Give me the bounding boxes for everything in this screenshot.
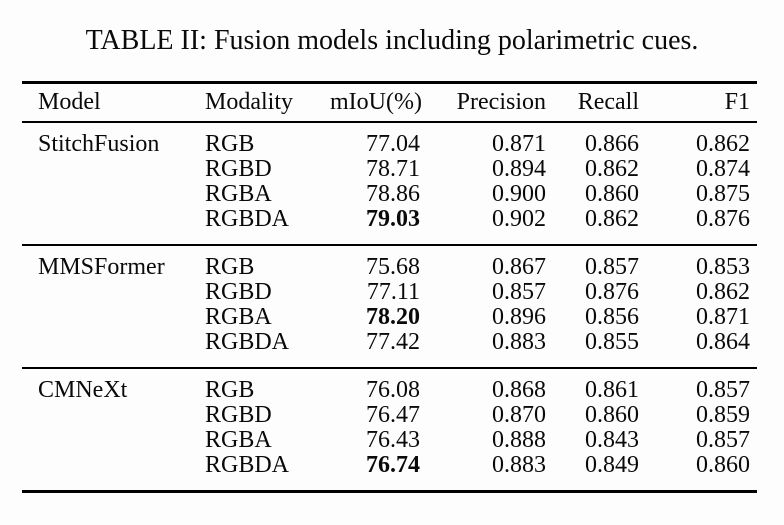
- recall-cell: 0.861: [585, 376, 639, 403]
- model-name-cell: [22, 428, 205, 453]
- miou-cell: 77.11: [366, 278, 420, 305]
- table-row: RGBDA 79.03 0.902 0.862 0.876: [22, 205, 757, 245]
- recall-cell: 0.843: [585, 426, 639, 453]
- col-header-model: Model: [22, 82, 205, 123]
- f1-cell: 0.862: [696, 130, 750, 157]
- f1-cell: 0.857: [696, 376, 750, 403]
- model-name-cell: [22, 330, 205, 368]
- precision-cell: 0.867: [492, 253, 546, 280]
- recall-cell: 0.849: [585, 451, 639, 478]
- table-row: StitchFusion RGB 77.04 0.871 0.866 0.862: [22, 122, 757, 157]
- precision-cell: 0.868: [492, 376, 546, 403]
- header-row: Model Modality mIoU(%) Precision Recall …: [22, 82, 757, 123]
- modality-cell: RGBD: [205, 155, 272, 182]
- model-name-cell: [22, 403, 205, 428]
- f1-cell: 0.875: [696, 180, 750, 207]
- model-name-cell: [22, 157, 205, 182]
- model-name-cell: [22, 305, 205, 330]
- f1-cell: 0.864: [696, 328, 750, 355]
- miou-cell: 77.42: [366, 328, 420, 355]
- precision-cell: 0.894: [492, 155, 546, 182]
- recall-cell: 0.857: [585, 253, 639, 280]
- model-name-cell: MMSFormer: [38, 253, 165, 280]
- table-row: RGBA 78.86 0.900 0.860 0.875: [22, 180, 757, 207]
- col-header-modality: Modality: [205, 82, 330, 123]
- modality-cell: RGB: [205, 253, 255, 280]
- precision-cell: 0.857: [492, 278, 546, 305]
- table-row: RGBDA 77.42 0.883 0.855 0.864: [22, 328, 757, 368]
- miou-cell: 76.43: [366, 426, 420, 453]
- recall-cell: 0.856: [585, 303, 639, 330]
- precision-cell: 0.870: [492, 401, 546, 428]
- f1-cell: 0.874: [696, 155, 750, 182]
- table-row: RGBA 76.43 0.888 0.843 0.857: [22, 426, 757, 453]
- recall-cell: 0.866: [585, 130, 639, 157]
- table-header: Model Modality mIoU(%) Precision Recall …: [22, 82, 757, 123]
- miou-value-best: 76.74: [366, 451, 420, 478]
- modality-cell: RGBA: [205, 426, 272, 453]
- col-header-recall: Recall: [549, 82, 643, 123]
- table-row: CMNeXt RGB 76.08 0.868 0.861 0.857: [22, 368, 757, 403]
- miou-cell: 76.47: [366, 401, 420, 428]
- modality-cell: RGBD: [205, 278, 272, 305]
- model-name-cell: CMNeXt: [38, 376, 128, 403]
- miou-value-best: 78.20: [366, 303, 420, 330]
- modality-cell: RGBA: [205, 180, 272, 207]
- miou-cell: 78.71: [366, 155, 420, 182]
- modality-cell: RGB: [205, 130, 255, 157]
- miou-cell: 75.68: [366, 253, 420, 280]
- f1-cell: 0.860: [696, 451, 750, 478]
- model-name-cell: [22, 453, 205, 492]
- results-table: Model Modality mIoU(%) Precision Recall …: [22, 81, 757, 493]
- modality-cell: RGBD: [205, 401, 272, 428]
- model-name-cell: StitchFusion: [38, 130, 160, 157]
- miou-cell: 76.08: [366, 376, 420, 403]
- f1-cell: 0.876: [696, 205, 750, 232]
- precision-cell: 0.902: [492, 205, 546, 232]
- col-header-precision: Precision: [424, 82, 549, 123]
- model-group-mmsformer: MMSFormer RGB 75.68 0.867 0.857 0.853 RG…: [22, 245, 757, 368]
- recall-cell: 0.855: [585, 328, 639, 355]
- modality-cell: RGBDA: [205, 205, 290, 232]
- modality-cell: RGB: [205, 376, 255, 403]
- table-row: RGBDA 76.74 0.883 0.849 0.860: [22, 451, 757, 492]
- f1-cell: 0.871: [696, 303, 750, 330]
- model-group-stitchfusion: StitchFusion RGB 77.04 0.871 0.866 0.862…: [22, 122, 757, 245]
- precision-cell: 0.871: [492, 130, 546, 157]
- miou-value-best: 79.03: [366, 205, 420, 232]
- modality-cell: RGBDA: [205, 451, 290, 478]
- miou-cell: 77.04: [366, 130, 420, 157]
- table-row: MMSFormer RGB 75.68 0.867 0.857 0.853: [22, 245, 757, 280]
- modality-cell: RGBA: [205, 303, 272, 330]
- model-name-cell: [22, 182, 205, 207]
- col-header-miou: mIoU(%): [330, 82, 424, 123]
- f1-cell: 0.862: [696, 278, 750, 305]
- recall-cell: 0.862: [585, 205, 639, 232]
- col-header-f1: F1: [643, 82, 757, 123]
- modality-cell: RGBDA: [205, 328, 290, 355]
- table-row: RGBD 78.71 0.894 0.862 0.874: [22, 155, 757, 182]
- model-name-cell: [22, 207, 205, 245]
- f1-cell: 0.857: [696, 426, 750, 453]
- recall-cell: 0.862: [585, 155, 639, 182]
- f1-cell: 0.853: [696, 253, 750, 280]
- precision-cell: 0.883: [492, 328, 546, 355]
- precision-cell: 0.900: [492, 180, 546, 207]
- table-row: RGBD 77.11 0.857 0.876 0.862: [22, 278, 757, 305]
- table-caption: TABLE II: Fusion models including polari…: [85, 25, 699, 56]
- precision-cell: 0.883: [492, 451, 546, 478]
- model-group-cmnext: CMNeXt RGB 76.08 0.868 0.861 0.857 RGBD …: [22, 368, 757, 492]
- miou-cell: 78.86: [366, 180, 420, 207]
- recall-cell: 0.876: [585, 278, 639, 305]
- recall-cell: 0.860: [585, 180, 639, 207]
- f1-cell: 0.859: [696, 401, 750, 428]
- precision-cell: 0.888: [492, 426, 546, 453]
- model-name-cell: [22, 280, 205, 305]
- table-row: RGBD 76.47 0.870 0.860 0.859: [22, 401, 757, 428]
- precision-cell: 0.896: [492, 303, 546, 330]
- recall-cell: 0.860: [585, 401, 639, 428]
- table-row: RGBA 78.20 0.896 0.856 0.871: [22, 303, 757, 330]
